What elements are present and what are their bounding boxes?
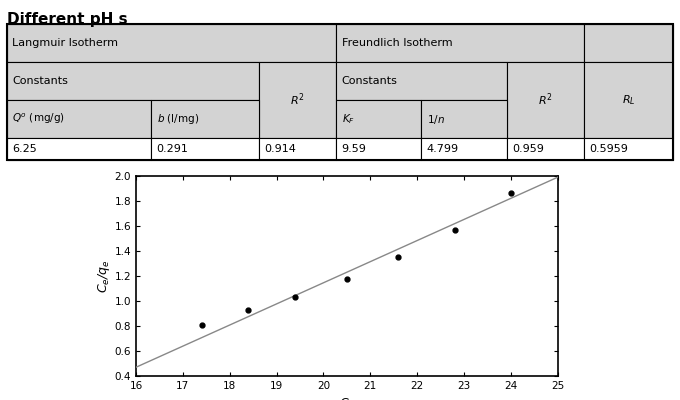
- Bar: [7, 138, 151, 160]
- Bar: [337, 62, 507, 100]
- Text: 0.291: 0.291: [156, 144, 188, 154]
- Bar: [7, 62, 258, 100]
- Bar: [258, 62, 337, 138]
- Bar: [7, 100, 151, 138]
- Text: 0.914: 0.914: [264, 144, 296, 154]
- Bar: [151, 138, 258, 160]
- Text: $R_L$: $R_L$: [622, 93, 636, 107]
- Bar: [584, 138, 673, 160]
- Text: $R^2$: $R^2$: [538, 92, 553, 108]
- Bar: [337, 138, 422, 160]
- Bar: [258, 138, 337, 160]
- Text: $1/n$: $1/n$: [427, 113, 445, 126]
- Bar: [151, 100, 258, 138]
- Text: 6.25: 6.25: [12, 144, 37, 154]
- Bar: [422, 138, 507, 160]
- Text: Freundlich Isotherm: Freundlich Isotherm: [341, 38, 452, 48]
- Bar: [7, 24, 337, 62]
- Text: $K_F$: $K_F$: [341, 112, 355, 126]
- Bar: [337, 24, 584, 62]
- Text: 9.59: 9.59: [341, 144, 367, 154]
- Text: 0.959: 0.959: [512, 144, 544, 154]
- Bar: [507, 138, 584, 160]
- Text: Langmuir Isotherm: Langmuir Isotherm: [12, 38, 118, 48]
- Bar: [584, 24, 673, 62]
- Bar: [584, 62, 673, 138]
- Text: 0.5959: 0.5959: [590, 144, 628, 154]
- X-axis label: $C_e$: $C_e$: [339, 396, 355, 400]
- Text: $R^2$: $R^2$: [290, 92, 305, 108]
- Text: $Q^o$ (mg/g): $Q^o$ (mg/g): [12, 112, 65, 126]
- Text: 4.799: 4.799: [427, 144, 459, 154]
- Bar: [422, 100, 507, 138]
- Bar: [337, 100, 422, 138]
- Text: Constants: Constants: [341, 76, 398, 86]
- Text: Constants: Constants: [12, 76, 68, 86]
- Y-axis label: $C_e$/$q_e$: $C_e$/$q_e$: [96, 259, 112, 293]
- Bar: [507, 62, 584, 138]
- Text: Different pH s: Different pH s: [7, 12, 127, 27]
- Text: $b$ (l/mg): $b$ (l/mg): [156, 112, 199, 126]
